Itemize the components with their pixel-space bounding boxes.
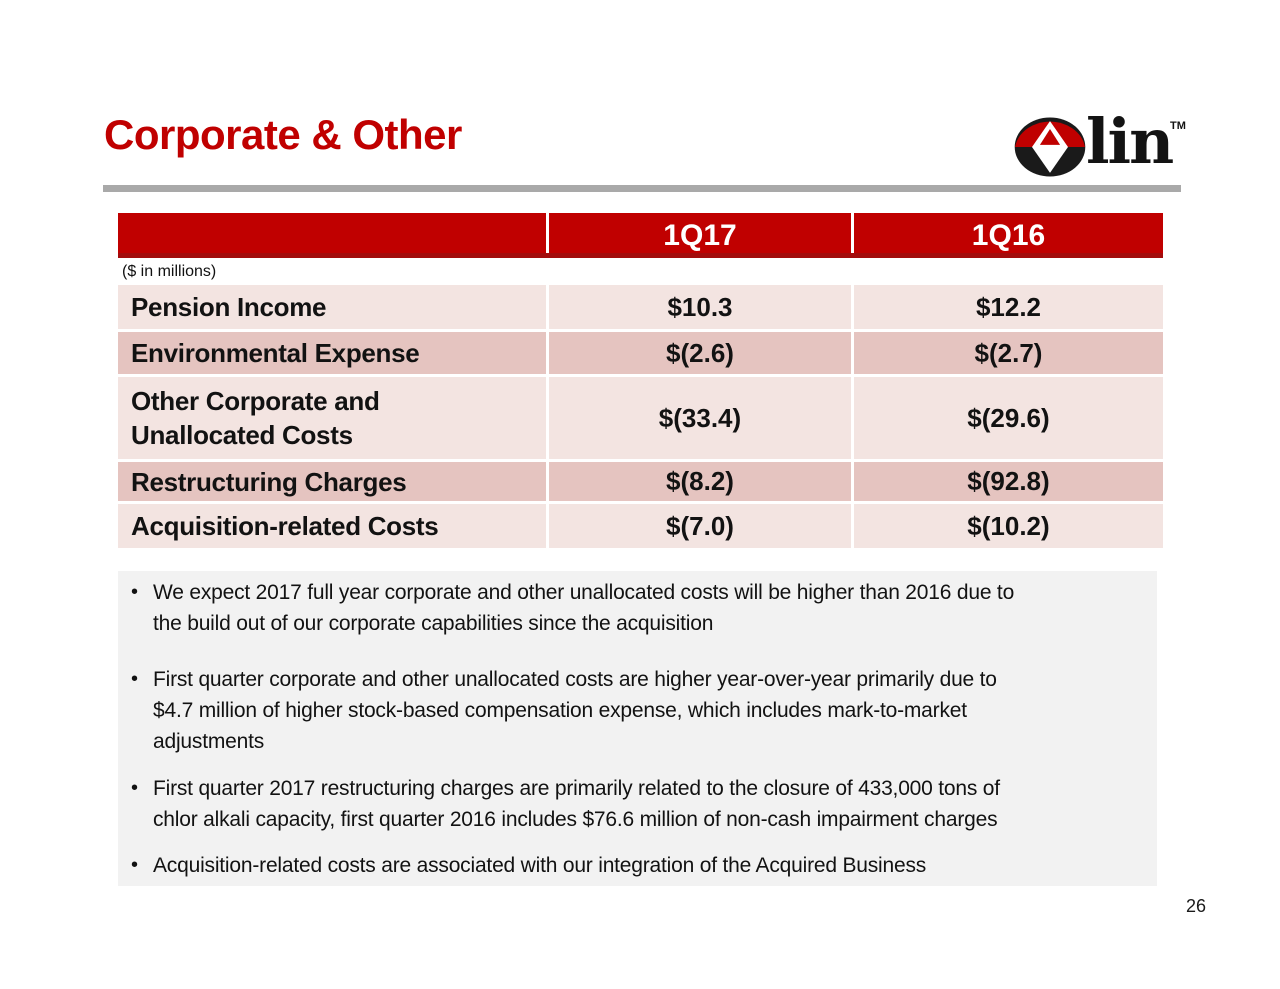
olin-logo: lin TM <box>1012 105 1192 186</box>
table-header-row: 1Q17 1Q16 <box>118 213 1163 258</box>
bullet-item: • First quarter corporate and other unal… <box>131 664 1143 757</box>
financials-table: 1Q17 1Q16 ($ in millions) Pension Income… <box>118 213 1163 548</box>
highlights-panel: • We expect 2017 full year corporate and… <box>118 571 1157 886</box>
header-cell-blank <box>118 213 546 258</box>
value-1q17: $10.3 <box>549 285 851 329</box>
value-1q16: $(92.8) <box>854 462 1163 501</box>
bullet-text: First quarter 2017 restructuring charges… <box>153 777 1000 831</box>
value-1q17: $(33.4) <box>549 377 851 459</box>
table-row-restructuring-charges: Restructuring Charges $(8.2) $(92.8) <box>118 462 1163 501</box>
row-label: Pension Income <box>118 285 546 329</box>
table-row-acquisition-related-costs: Acquisition-related Costs $(7.0) $(10.2) <box>118 504 1163 548</box>
value-1q16: $(10.2) <box>854 504 1163 548</box>
bullet-item: • First quarter 2017 restructuring charg… <box>131 773 1143 835</box>
row-label: Acquisition-related Costs <box>118 504 546 548</box>
bullet-icon: • <box>131 668 139 690</box>
bullet-text: First quarter corporate and other unallo… <box>153 668 997 753</box>
table-row-pension-income: Pension Income $10.3 $12.2 <box>118 285 1163 329</box>
table-row-environmental-expense: Environmental Expense $(2.6) $(2.7) <box>118 332 1163 374</box>
table-unit-note: ($ in millions) <box>122 262 217 280</box>
page-title: Corporate & Other <box>104 111 462 158</box>
page-number: 26 <box>1186 896 1207 916</box>
bullet-text: We expect 2017 full year corporate and o… <box>153 581 1015 635</box>
value-1q16: $12.2 <box>854 285 1163 329</box>
olin-logo-wordmark: lin <box>1086 105 1174 178</box>
row-label: Environmental Expense <box>118 332 546 374</box>
table-row-other-corporate-unallocated: Other Corporate and Unallocated Costs $(… <box>118 377 1163 459</box>
olin-logo-mark-icon <box>1014 117 1086 177</box>
value-1q16: $(29.6) <box>854 377 1163 459</box>
bullet-icon: • <box>131 777 139 799</box>
value-1q16: $(2.7) <box>854 332 1163 374</box>
row-label: Other Corporate and Unallocated Costs <box>118 377 546 459</box>
bullet-item: • We expect 2017 full year corporate and… <box>131 577 1143 639</box>
value-1q17: $(2.6) <box>549 332 851 374</box>
trademark-symbol: TM <box>1170 120 1186 132</box>
bullet-icon: • <box>131 854 139 876</box>
bullet-icon: • <box>131 581 139 603</box>
bullet-text: Acquisition-related costs are associated… <box>153 854 927 877</box>
title-divider <box>103 185 1181 192</box>
value-1q17: $(8.2) <box>549 462 851 501</box>
value-1q17: $(7.0) <box>549 504 851 548</box>
bullet-item: • Acquisition-related costs are associat… <box>131 850 1143 881</box>
header-cell-1q16: 1Q16 <box>854 213 1163 258</box>
row-label: Restructuring Charges <box>118 462 546 501</box>
header-cell-1q17: 1Q17 <box>549 213 851 258</box>
